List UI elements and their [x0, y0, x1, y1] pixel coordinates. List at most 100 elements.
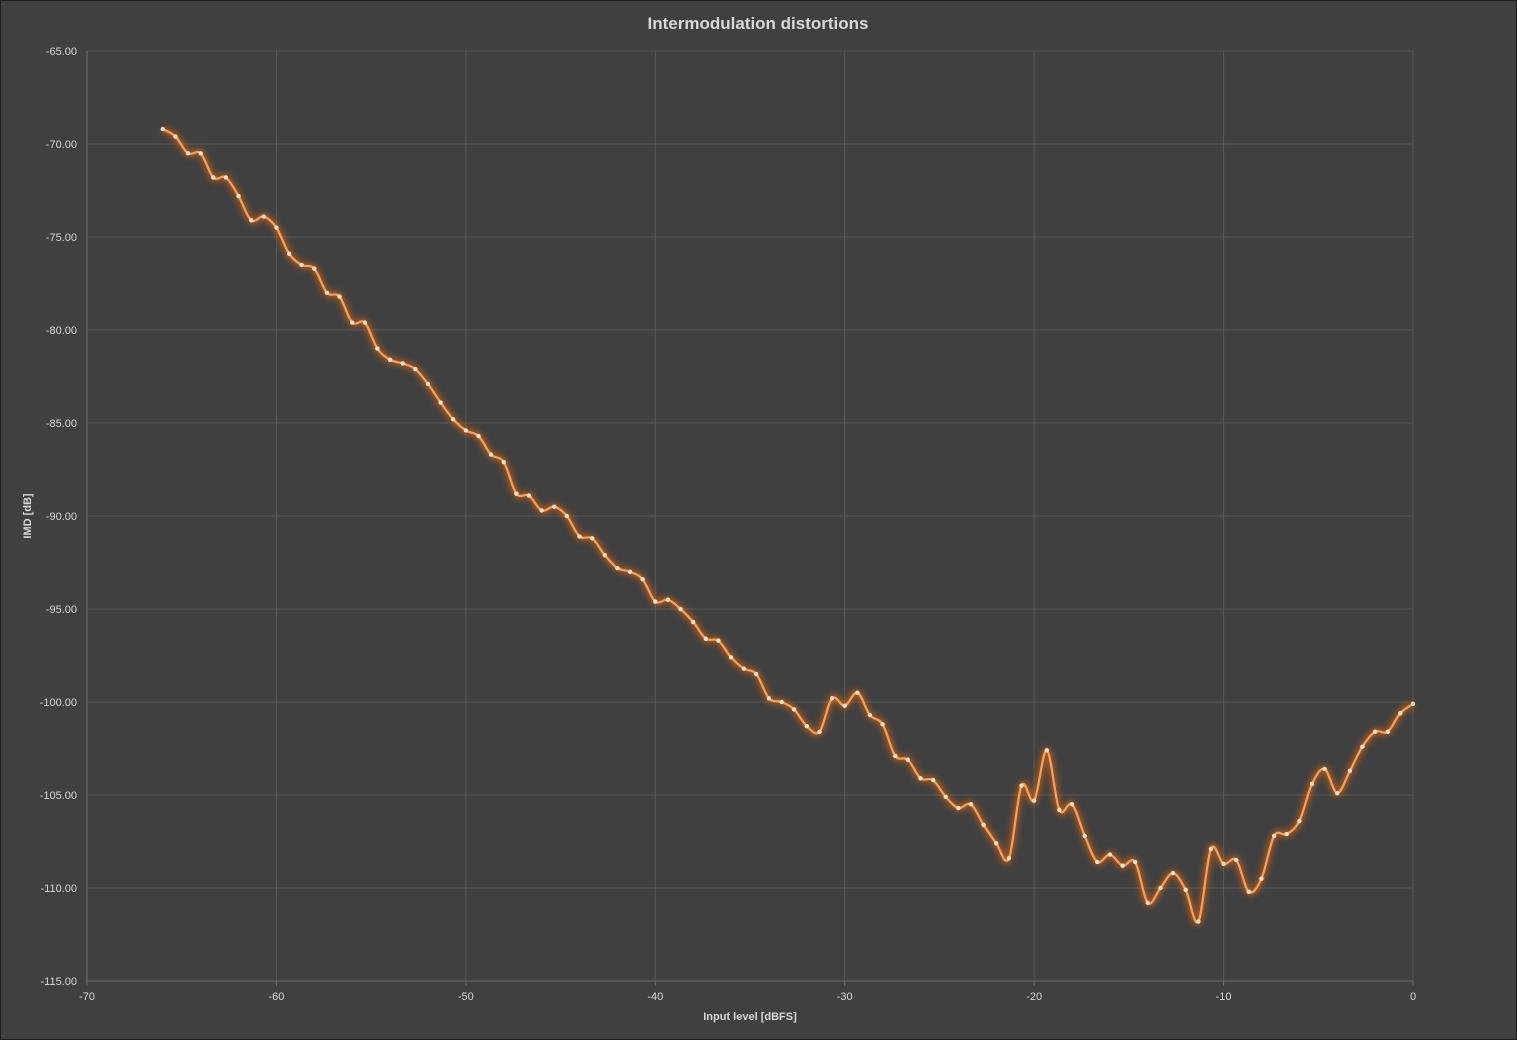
data-point — [640, 577, 645, 582]
data-point — [779, 699, 784, 705]
data-point — [1057, 807, 1062, 813]
data-point — [1019, 783, 1024, 788]
data-point — [1410, 701, 1416, 707]
y-tick-label: -85.00 — [46, 418, 77, 430]
data-point — [501, 459, 506, 465]
y-tick-label: -90.00 — [46, 511, 77, 523]
series-layer — [160, 126, 1416, 926]
data-point — [1259, 876, 1264, 881]
axis-layer: -65.00 -70.00 -75.00 -80.00 -85.00 -90.00 -95.… — [40, 46, 1416, 1003]
label-layer: Intermodulation distortions Input level … — [22, 14, 869, 1023]
data-point — [476, 433, 481, 439]
data-point — [1246, 889, 1251, 894]
data-point — [829, 696, 835, 701]
data-point — [1120, 863, 1125, 868]
data-point — [627, 569, 633, 574]
data-point — [198, 151, 203, 156]
data-point — [1360, 744, 1365, 749]
data-point — [754, 671, 759, 677]
data-point — [488, 452, 494, 457]
data-point — [1082, 833, 1087, 839]
data-point — [994, 841, 999, 846]
data-point — [211, 175, 216, 180]
data-point — [387, 357, 393, 362]
data-point — [1107, 852, 1113, 857]
data-point — [665, 597, 671, 602]
data-point — [160, 126, 165, 132]
data-point — [893, 753, 898, 759]
y-tick-label: -80.00 — [46, 325, 77, 337]
data-point — [261, 214, 266, 219]
data-point — [728, 655, 734, 660]
data-point — [1398, 710, 1403, 716]
data-point — [526, 493, 532, 498]
grid-layer — [86, 50, 1414, 982]
data-point — [236, 193, 241, 199]
data-point — [1335, 790, 1340, 796]
y-tick-label: -100.00 — [40, 697, 77, 709]
data-point — [1183, 887, 1188, 893]
data-point — [324, 290, 330, 295]
data-point — [943, 794, 948, 800]
y-tick-label: -75.00 — [46, 232, 77, 244]
x-tick-label: -10 — [1216, 991, 1232, 1003]
data-point — [1309, 781, 1315, 787]
data-point — [678, 606, 683, 612]
data-point — [855, 690, 860, 695]
data-point — [968, 802, 974, 807]
data-point — [413, 366, 418, 372]
x-tick-label: -30 — [837, 991, 853, 1003]
y-tick-label: -110.00 — [41, 883, 78, 895]
data-point — [690, 619, 696, 625]
data-point — [173, 134, 178, 139]
series-line — [162, 128, 1414, 924]
data-point — [438, 400, 443, 405]
data-point — [1271, 833, 1277, 839]
data-point — [577, 534, 582, 539]
data-point — [1132, 859, 1138, 865]
data-point — [1234, 857, 1239, 863]
x-tick-label: -70 — [79, 991, 95, 1003]
data-point — [804, 723, 810, 729]
data-point — [930, 777, 936, 783]
data-point — [312, 266, 317, 271]
data-point — [1006, 856, 1012, 861]
data-point — [1196, 919, 1201, 924]
y-tick-label: -70.00 — [46, 139, 77, 151]
data-point — [299, 262, 304, 268]
data-point — [450, 417, 456, 422]
data-point — [1170, 870, 1176, 876]
y-tick-label: -105.00 — [40, 790, 77, 802]
y-tick-label: -95.00 — [46, 604, 77, 616]
data-point — [1145, 900, 1151, 906]
x-tick-label: -50 — [458, 991, 474, 1003]
x-tick-label: -60 — [268, 991, 284, 1003]
data-point — [1372, 729, 1378, 734]
data-point — [741, 666, 746, 671]
x-tick-label: -20 — [1026, 991, 1042, 1003]
x-tick-label: 0 — [1410, 991, 1416, 1003]
data-point — [590, 536, 595, 541]
data-point — [1221, 861, 1226, 867]
data-point — [463, 428, 469, 433]
chart-title: Intermodulation distortions — [648, 14, 869, 33]
data-point — [653, 599, 658, 604]
data-point — [1095, 859, 1100, 865]
data-point — [337, 294, 342, 299]
data-point — [1158, 885, 1163, 891]
x-tick-label: -40 — [647, 991, 663, 1003]
data-point — [956, 805, 961, 811]
data-point — [1031, 798, 1037, 803]
data-point — [1069, 802, 1075, 807]
data-point — [223, 175, 229, 180]
x-axis-title: Input level [dBFS] — [703, 1011, 797, 1023]
data-point — [602, 552, 607, 558]
data-point — [514, 491, 519, 496]
data-point — [552, 504, 557, 509]
data-point — [880, 722, 885, 727]
series-glow — [161, 126, 1416, 926]
data-point — [766, 696, 772, 701]
data-point — [350, 320, 355, 325]
data-point — [918, 776, 923, 781]
